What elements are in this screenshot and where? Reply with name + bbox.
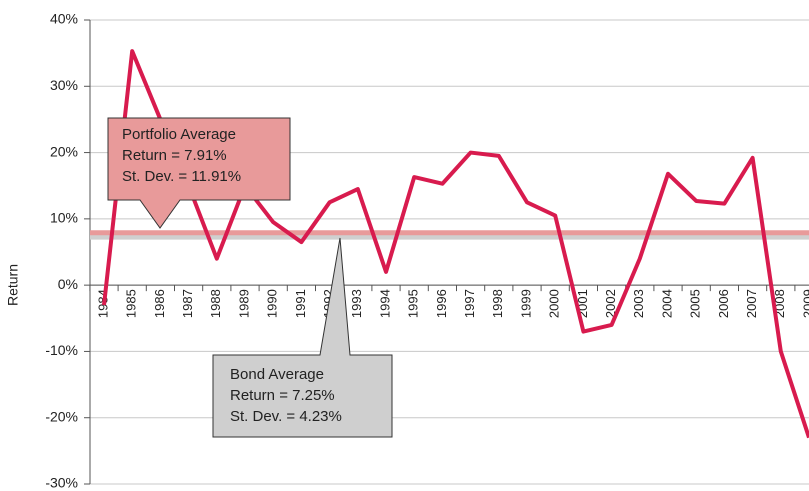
x-tick-label: 1991 bbox=[293, 289, 308, 318]
x-tick-label: 2007 bbox=[744, 289, 759, 318]
y-tick-label: -30% bbox=[45, 475, 78, 491]
y-tick-label: -10% bbox=[45, 342, 78, 358]
x-tick-label: 1985 bbox=[124, 289, 139, 318]
y-tick-label: 20% bbox=[50, 143, 78, 159]
callout-text: St. Dev. = 11.91% bbox=[122, 168, 241, 185]
y-tick-label: 10% bbox=[50, 210, 78, 226]
x-tick-label: 1990 bbox=[265, 289, 280, 318]
y-tick-label: 0% bbox=[58, 276, 78, 292]
series-line bbox=[102, 49, 809, 439]
y-tick-label: -20% bbox=[45, 408, 78, 424]
x-tick-label: 1995 bbox=[406, 289, 421, 318]
callout-text: St. Dev. = 4.23% bbox=[230, 408, 342, 425]
callout-box bbox=[212, 237, 393, 438]
x-tick-label: 1997 bbox=[462, 289, 477, 318]
y-tick-label: 40% bbox=[50, 11, 78, 27]
x-tick-label: 2000 bbox=[547, 289, 562, 318]
callout-text: Bond Average bbox=[230, 366, 324, 383]
x-tick-label: 1998 bbox=[490, 289, 505, 318]
y-axis-label: Return bbox=[5, 264, 21, 306]
y-tick-label: 30% bbox=[50, 77, 78, 93]
callout-text: Return = 7.91% bbox=[122, 147, 227, 164]
x-tick-label: 2006 bbox=[716, 289, 731, 318]
x-tick-label: 1994 bbox=[377, 289, 392, 318]
x-tick-label: 1988 bbox=[208, 289, 223, 318]
callout-text: Return = 7.25% bbox=[230, 387, 335, 404]
x-tick-label: 1987 bbox=[180, 289, 195, 318]
callout-text: Portfolio Average bbox=[122, 126, 236, 143]
x-tick-label: 1996 bbox=[434, 289, 449, 318]
callout-box bbox=[107, 117, 291, 229]
x-tick-label: 1986 bbox=[152, 289, 167, 318]
x-tick-label: 2002 bbox=[603, 289, 618, 318]
x-tick-label: 2003 bbox=[631, 289, 646, 318]
x-tick-label: 2004 bbox=[659, 289, 674, 318]
callout: Bond Average Return = 7.25% St. Dev. = 4.2… bbox=[212, 237, 393, 438]
x-tick-label: 1989 bbox=[236, 289, 251, 318]
x-tick-label: 1993 bbox=[349, 289, 364, 318]
callout: Portfolio Average Return = 7.91% St. Dev. … bbox=[107, 117, 291, 229]
x-tick-label: 1999 bbox=[518, 289, 533, 318]
x-tick-label: 2005 bbox=[688, 289, 703, 318]
x-tick-label: 2009 bbox=[800, 289, 809, 318]
